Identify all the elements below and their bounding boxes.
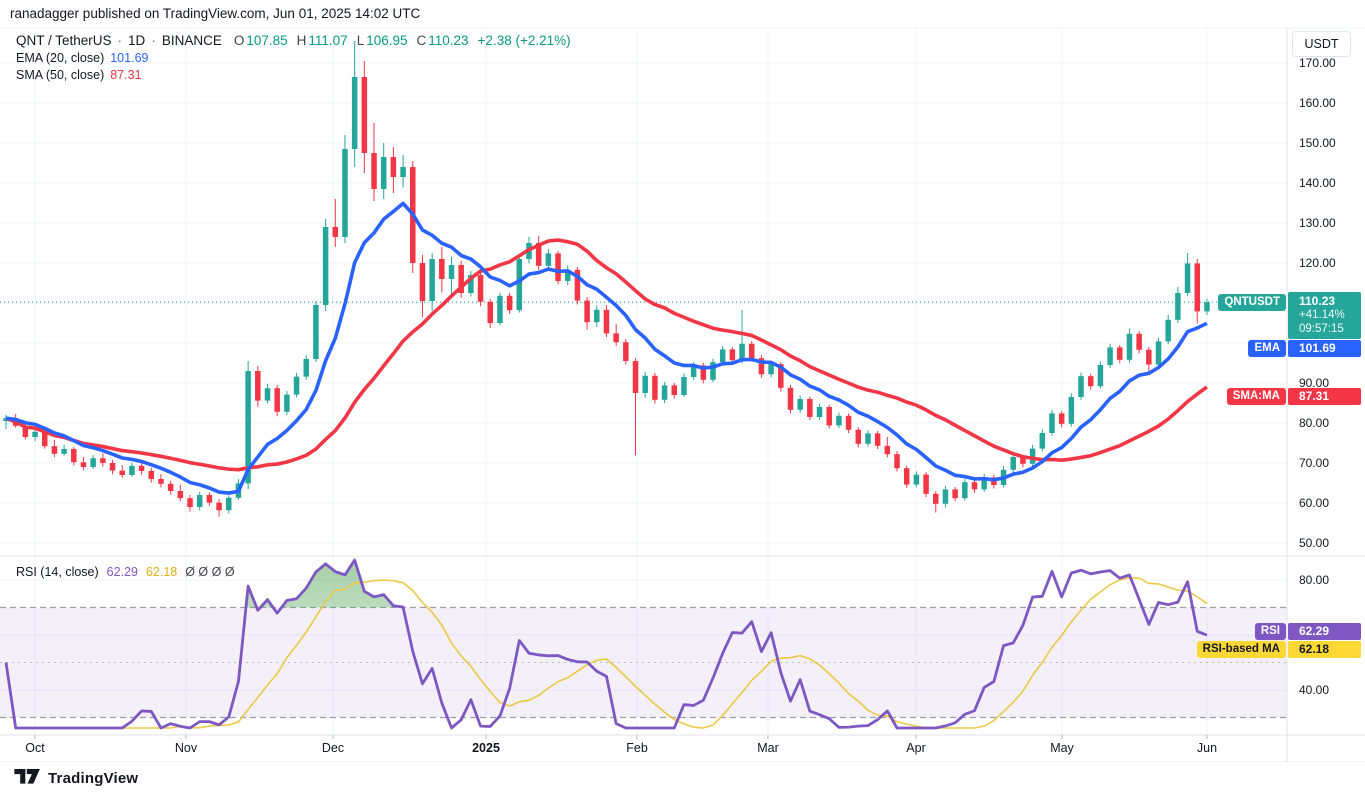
time-axis-label: Nov <box>174 741 198 755</box>
tradingview-logo-text: TradingView <box>48 770 139 787</box>
low-key: L <box>356 33 365 48</box>
rsi-tick-label: 80.00 <box>1299 573 1330 587</box>
interval-label: 1D <box>128 33 146 48</box>
price-tick-label: 120.00 <box>1299 256 1336 270</box>
bar-countdown: 09:57:15 <box>1299 323 1344 335</box>
time-axis-label: May <box>1050 741 1074 755</box>
separator-dot: · <box>117 33 123 48</box>
tradingview-logo-icon <box>14 769 40 784</box>
rsi-tick-label: 40.00 <box>1299 683 1330 697</box>
price-tick-label: 60.00 <box>1299 496 1330 510</box>
price-tick-label: 170.00 <box>1299 56 1336 70</box>
ema-legend-row[interactable]: EMA (20, close) 101.69 <box>16 51 571 65</box>
sma-line <box>5 238 1209 472</box>
rsi-axis-value: 62.29 <box>1288 623 1361 640</box>
rsi-hidden-values: Ø Ø Ø Ø <box>185 565 235 579</box>
open-key: O <box>233 33 245 48</box>
sma-label: SMA (50, close) <box>16 68 105 82</box>
price-tick-label: 80.00 <box>1299 416 1330 430</box>
separator-dot: · <box>151 33 156 48</box>
rsi-ma-line <box>5 576 1208 729</box>
rsi-overbought-fill <box>245 560 404 608</box>
rsi-axis-badge: RSI <box>1254 623 1286 640</box>
tradingview-logo[interactable]: TradingView <box>14 769 138 788</box>
sma-value: 87.31 <box>110 68 142 82</box>
close-key: C <box>416 33 427 48</box>
rsi-ma-axis-value: 62.18 <box>1288 641 1361 658</box>
rsi-line <box>4 558 1208 730</box>
ema-axis-badge: EMA <box>1248 340 1286 357</box>
symbol-price-badge: QNTUSDT <box>1218 294 1286 311</box>
gridlines <box>0 28 1287 735</box>
time-axis-label: Jun <box>1196 741 1218 755</box>
price-tick-label: 90.00 <box>1299 376 1330 390</box>
price-tick-label: 140.00 <box>1299 176 1336 190</box>
price-tick-label: 50.00 <box>1299 536 1330 550</box>
attribution-text: ranadagger published on TradingView.com,… <box>10 6 421 21</box>
last-price-box: 110.23 +41.14% 09:57:15 <box>1288 292 1361 339</box>
rsi-band <box>0 606 1287 719</box>
rsi-value: 62.29 <box>106 565 138 579</box>
candles <box>3 41 1210 517</box>
rsi-ma-value: 62.18 <box>145 565 178 579</box>
symbol-name: QNT / TetherUS <box>16 33 112 48</box>
ema-value: 101.69 <box>110 51 149 65</box>
time-axis-label: 2025 <box>472 741 500 755</box>
currency-toggle-button[interactable]: USDT <box>1292 31 1351 57</box>
rsi-label: RSI (14, close) <box>16 565 99 579</box>
sma-legend-row[interactable]: SMA (50, close) 87.31 <box>16 68 571 82</box>
time-axis-label: Apr <box>906 741 926 755</box>
time-axis-label: Feb <box>626 741 648 755</box>
rsi-legend-row[interactable]: RSI (14, close) 62.29 62.18 Ø Ø Ø Ø <box>16 565 235 579</box>
pane-borders <box>0 27 1365 762</box>
close-value: 110.23 <box>428 33 469 48</box>
ema-axis-value: 101.69 <box>1288 340 1361 357</box>
price-tick-label: 70.00 <box>1299 456 1330 470</box>
price-tick-label: 160.00 <box>1299 96 1336 110</box>
time-axis-label: Mar <box>757 741 779 755</box>
ema-label: EMA (20, close) <box>16 51 105 65</box>
ohlc-values: O 107.85 H 111.07 L 106.95 C 110.23 +2.38 (+… <box>234 33 571 48</box>
time-axis-label: Oct <box>25 741 45 755</box>
rsi-ma-axis-badge: RSI-based MA <box>1196 641 1286 658</box>
exchange-label: BINANCE <box>161 33 222 48</box>
price-tick-label: 130.00 <box>1299 216 1336 230</box>
high-value: 111.07 <box>308 33 348 48</box>
sma-axis-value: 87.31 <box>1288 388 1361 405</box>
last-price-value: 110.23 <box>1299 294 1336 308</box>
sma-axis-badge: SMA:MA <box>1226 388 1286 405</box>
open-value: 107.85 <box>246 33 288 48</box>
chart-canvas[interactable] <box>0 0 1365 762</box>
change-value: +2.38 (+2.21%) <box>477 33 571 48</box>
ema-line <box>5 201 1208 495</box>
change-percent: +41.14% <box>1299 309 1345 321</box>
low-value: 106.95 <box>366 33 408 48</box>
price-tick-label: 150.00 <box>1299 136 1336 150</box>
high-key: H <box>296 33 307 48</box>
time-axis-label: Dec <box>321 741 345 755</box>
